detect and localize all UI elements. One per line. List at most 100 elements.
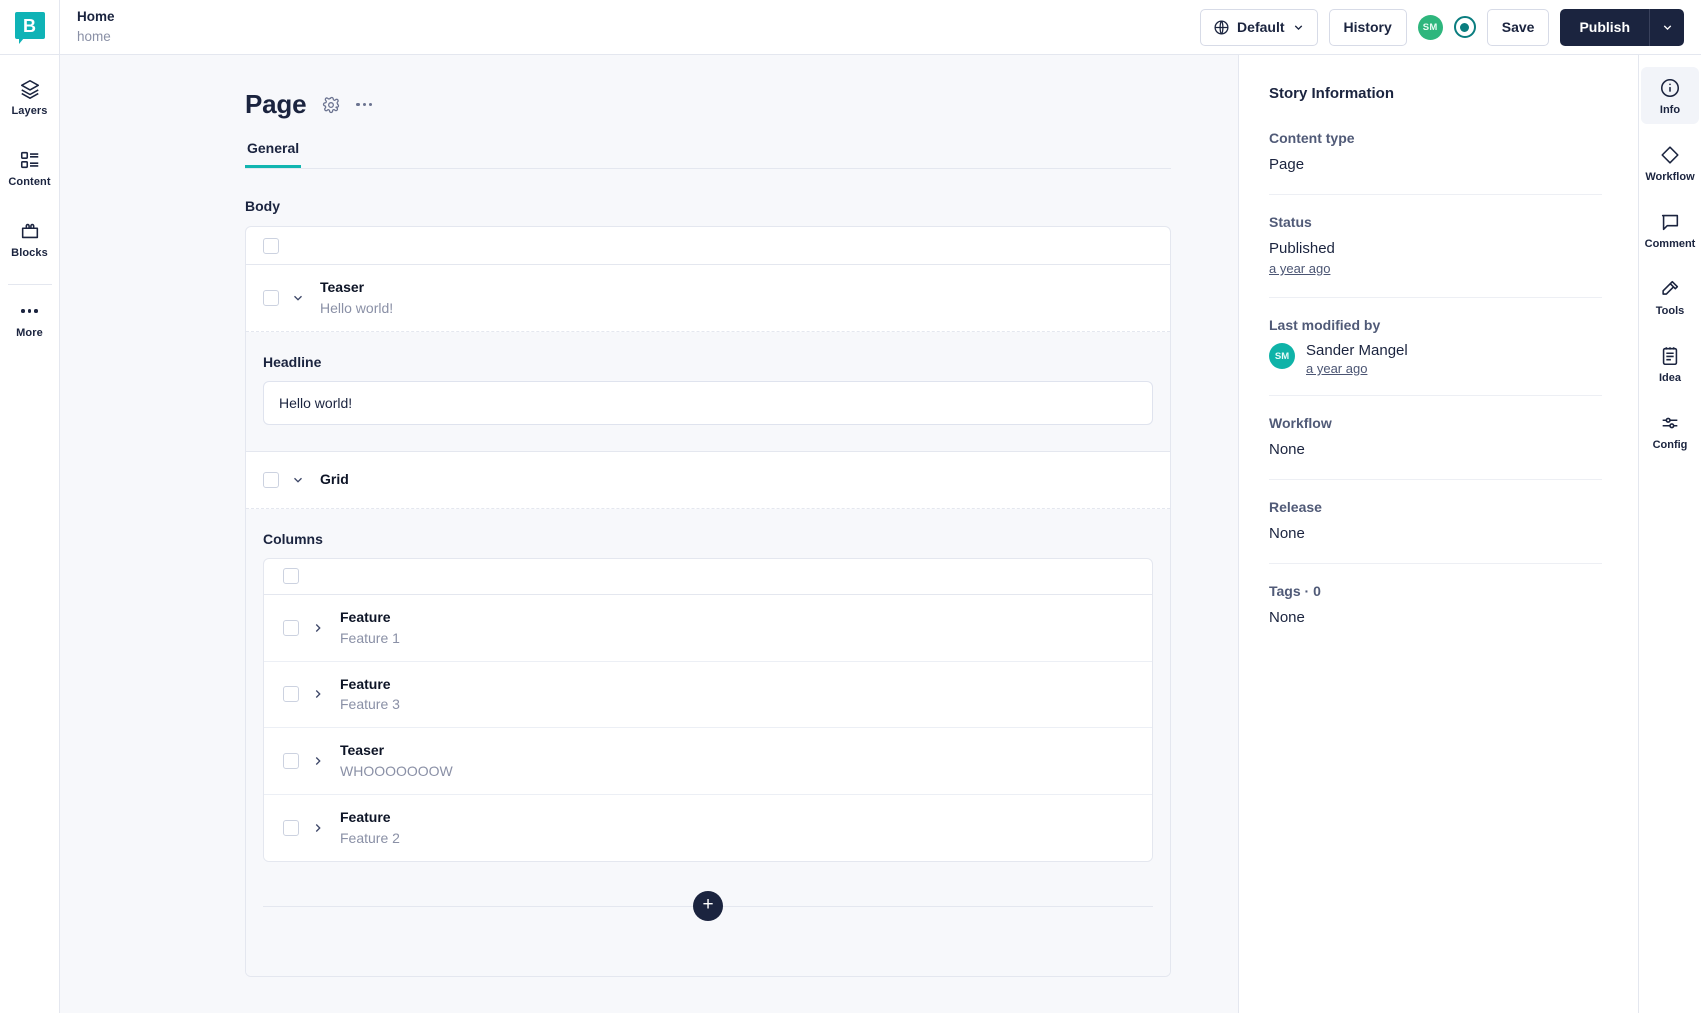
rail-item-label: Config [1652, 439, 1688, 451]
info-value: Page [1269, 156, 1305, 173]
block-subtitle: Feature 1 [340, 629, 400, 646]
select-all-checkbox[interactable] [283, 568, 299, 585]
history-button[interactable]: History [1328, 8, 1407, 46]
storyblok-logo[interactable]: B [0, 0, 60, 55]
history-label: History [1343, 19, 1392, 35]
page-settings-button[interactable] [322, 96, 340, 114]
chevron-down-icon [1663, 24, 1671, 30]
list-item[interactable]: Feature Feature 2 [264, 795, 1152, 861]
status-timestamp-link[interactable]: a year ago [1269, 261, 1331, 276]
info-value: None [1269, 441, 1305, 458]
list-item[interactable]: Feature Feature 3 [264, 661, 1152, 729]
block-checkbox[interactable] [263, 471, 279, 488]
info-key: Content type [1269, 130, 1355, 146]
toolbar-actions: Default History SM Save Publish [1200, 8, 1701, 46]
sidebar-item-layers[interactable]: Layers [0, 69, 60, 124]
info-group-release: Release None [1269, 499, 1602, 564]
space-selector-label: Default [1237, 19, 1285, 35]
add-block-button[interactable]: + [693, 890, 723, 921]
block-row-grid[interactable]: Grid [246, 450, 1170, 509]
hammer-icon [1662, 280, 1679, 295]
ellipsis-icon [19, 300, 41, 322]
publish-button-group: Publish [1560, 8, 1684, 46]
info-key: Last modified by [1269, 317, 1381, 333]
globe-icon [1214, 19, 1229, 35]
save-button[interactable]: Save [1486, 8, 1550, 46]
block-name: Teaser [340, 742, 385, 759]
info-group-last-modified: Last modified by SM Sander Mangel a year… [1269, 317, 1602, 396]
publish-button[interactable]: Publish [1560, 8, 1649, 46]
rail-item-workflow[interactable]: Workflow [1641, 134, 1699, 191]
content-list-icon [20, 151, 38, 169]
sidebar-item-blocks[interactable]: Blocks [0, 211, 60, 266]
select-all-checkbox[interactable] [263, 237, 279, 254]
avatar[interactable]: SM [1417, 14, 1443, 40]
breadcrumb-title: Home [77, 9, 115, 25]
block-checkbox[interactable] [283, 820, 299, 837]
page-more-options-button[interactable] [356, 102, 374, 108]
list-item[interactable]: Feature Feature 1 [264, 594, 1152, 662]
block-expand-toggle[interactable] [310, 821, 326, 835]
block-checkbox[interactable] [283, 686, 299, 703]
logo-mark-icon: B [14, 12, 45, 44]
block-subtitle: Feature 3 [340, 696, 400, 713]
sidebar-item-content[interactable]: Content [0, 140, 60, 195]
rail-item-info[interactable]: Info [1641, 67, 1699, 124]
rail-item-tools[interactable]: Tools [1641, 268, 1699, 325]
block-collapse-toggle[interactable] [290, 473, 306, 487]
sidebar-item-label: Layers [11, 105, 48, 117]
block-expand-toggle[interactable] [310, 621, 326, 635]
publish-options-button[interactable] [1649, 8, 1684, 46]
chevron-right-icon [315, 690, 321, 699]
layers-icon [20, 79, 39, 99]
chevron-down-icon [294, 295, 302, 301]
block-checkbox[interactable] [283, 619, 299, 636]
info-value: None [1269, 609, 1305, 626]
save-label: Save [1501, 19, 1535, 35]
info-group-workflow: Workflow None [1269, 415, 1602, 480]
speech-bubble-icon [1661, 214, 1679, 231]
tab-general[interactable]: General [245, 140, 302, 168]
block-checkbox[interactable] [283, 753, 299, 770]
realtime-status-indicator-icon[interactable] [1453, 16, 1476, 38]
chevron-right-icon [315, 824, 321, 832]
block-subtitle: Hello world! [320, 299, 394, 316]
block-expand-toggle[interactable] [310, 687, 326, 701]
add-block-area: + [263, 862, 1153, 950]
headline-field-label: Headline [263, 353, 322, 370]
gear-icon [323, 96, 340, 113]
rail-item-comment[interactable]: Comment [1641, 201, 1699, 258]
user-name: Sander Mangel [1306, 342, 1408, 359]
block-name: Feature [340, 675, 391, 692]
block-expand-toggle[interactable] [310, 754, 326, 768]
headline-input[interactable] [263, 380, 1153, 425]
info-key: Release [1269, 499, 1322, 515]
modified-timestamp-link[interactable]: a year ago [1306, 361, 1368, 376]
body-blocks-container: Teaser Hello world! Headline [245, 226, 1171, 977]
list-item[interactable]: Teaser WHOOOOOOOW [264, 728, 1152, 796]
block-checkbox[interactable] [263, 289, 279, 306]
breadcrumb[interactable]: Home home [60, 7, 115, 46]
info-value: None [1269, 525, 1305, 542]
rail-item-label: Comment [1644, 238, 1696, 250]
left-navigation-rail: Layers Content Blocks [0, 55, 60, 1013]
ellipsis-icon [356, 102, 374, 108]
info-key: Workflow [1269, 415, 1332, 431]
page-header: Page [60, 89, 1238, 120]
rail-item-label: Workflow [1645, 171, 1695, 183]
rail-item-idea[interactable]: Idea [1641, 335, 1699, 392]
columns-field-label: Columns [263, 530, 323, 547]
block-row-teaser[interactable]: Teaser Hello world! [246, 265, 1170, 332]
info-group-tags: Tags · 0 None [1269, 583, 1602, 647]
block-subtitle: Feature 2 [340, 830, 400, 847]
block-collapse-toggle[interactable] [290, 291, 306, 305]
sidebar-item-more[interactable]: More [0, 291, 60, 346]
space-selector-button[interactable]: Default [1200, 8, 1318, 46]
rail-item-config[interactable]: Config [1641, 402, 1699, 459]
block-name: Grid [320, 471, 349, 488]
block-name: Teaser [320, 279, 365, 295]
right-navigation-rail: Info Workflow Comment Tools [1639, 55, 1701, 1013]
info-group-status: Status Published a year ago [1269, 214, 1602, 298]
info-key: Tags · 0 [1269, 583, 1321, 599]
status-badge: Published [1269, 240, 1335, 257]
